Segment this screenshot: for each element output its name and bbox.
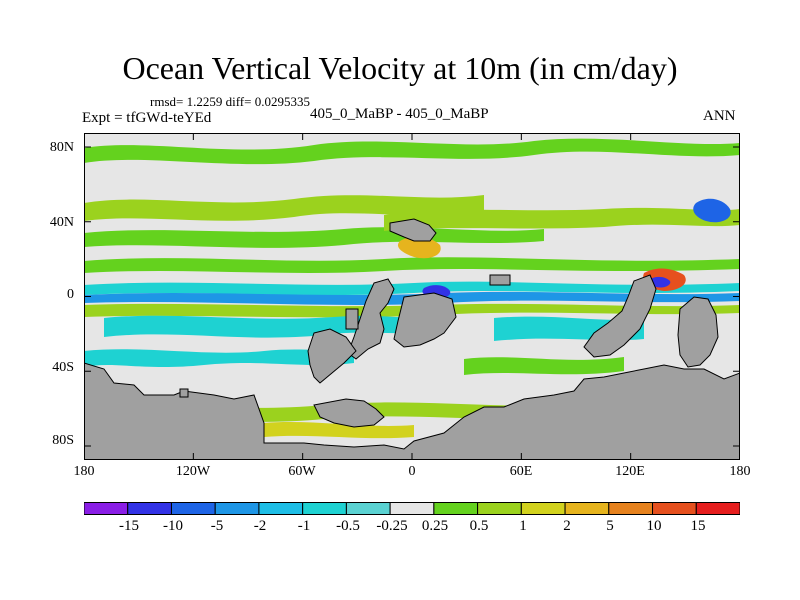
colorbar-label: 10	[646, 518, 662, 534]
plot-title: Ocean Vertical Velocity at 10m (in cm/da…	[122, 50, 678, 86]
land-region	[345, 308, 359, 330]
contour-band	[84, 349, 354, 367]
colorbar-box	[433, 502, 479, 515]
colorbar-label: -10	[163, 518, 183, 534]
axis-ticks	[84, 133, 740, 460]
contour-band	[693, 198, 731, 223]
land-region	[347, 278, 395, 360]
land-region	[389, 218, 437, 242]
x-tick-label: 0	[408, 464, 416, 479]
colorbar-label: -0.25	[376, 518, 408, 534]
colorbar-box	[170, 502, 216, 515]
contour-band	[84, 257, 740, 273]
y-tick-label: 80N	[49, 140, 74, 155]
contour-band	[84, 195, 484, 221]
colorbar	[84, 502, 740, 515]
y-tick-label: 40S	[52, 360, 74, 375]
x-tick-label: 120W	[175, 464, 211, 479]
colorbar-label: -1	[297, 518, 311, 534]
contour-band	[384, 207, 740, 231]
stats-label: rmsd= 1.2259 diff= 0.0295335	[150, 94, 310, 109]
land-region	[313, 398, 385, 428]
colorbar-label: -5	[210, 518, 224, 534]
colorbar-box	[652, 502, 697, 515]
colorbar-box	[84, 502, 129, 515]
colorbar-box	[608, 502, 654, 515]
colorbar-box	[345, 502, 391, 515]
land-region	[489, 274, 511, 286]
contour-band	[464, 357, 624, 375]
colorbar-label: -2	[253, 518, 267, 534]
colorbar-box	[214, 502, 260, 515]
land-region	[179, 388, 189, 398]
colorbar-box	[302, 502, 347, 515]
x-tick-label: 120E	[615, 464, 645, 479]
land-region	[583, 274, 657, 358]
colorbar-box	[389, 502, 435, 515]
case-label: 405_0_MaBP - 405_0_MaBP	[310, 106, 489, 122]
contour-band	[84, 138, 740, 165]
land-region	[307, 328, 357, 384]
colorbar-label: 0.5	[469, 518, 489, 534]
x-tick-label: 180	[73, 464, 95, 479]
y-tick-label: 80S	[52, 433, 74, 448]
colorbar-box	[520, 502, 566, 515]
colorbar-label: 0.25	[421, 518, 449, 534]
colorbar-box	[695, 502, 740, 515]
colorbar-label: -0.5	[336, 518, 360, 534]
colorbar-label: 5	[606, 518, 614, 534]
contour-band	[84, 281, 740, 295]
land-mask	[84, 218, 740, 460]
x-tick-label: 180	[729, 464, 751, 479]
colorbar-label: -15	[119, 518, 139, 534]
colorbar-label: 15	[690, 518, 706, 534]
y-tick-label: 40N	[49, 215, 74, 230]
x-tick-label: 60W	[288, 464, 316, 479]
colorbar-box	[477, 502, 522, 515]
colorbar-box	[564, 502, 610, 515]
contour-band	[397, 236, 441, 259]
colorbar-label: 1	[519, 518, 527, 534]
season-label: ANN	[703, 108, 736, 124]
experiment-label: Expt = tfGWd-teYEd	[82, 110, 212, 126]
colorbar-box	[258, 502, 304, 515]
map-panel	[84, 133, 740, 460]
land-region	[677, 296, 719, 368]
colorbar-label: 2	[563, 518, 571, 534]
x-tick-label: 60E	[509, 464, 533, 479]
y-tick-label: 0	[67, 287, 74, 302]
land-region	[393, 292, 457, 348]
contour-band	[264, 422, 414, 439]
colorbar-box	[127, 502, 172, 515]
